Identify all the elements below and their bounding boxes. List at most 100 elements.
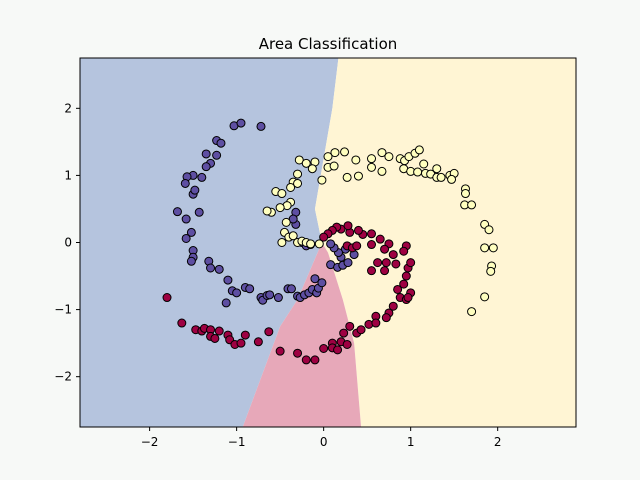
point-purple <box>310 274 320 284</box>
point-yellow <box>353 171 363 181</box>
point-red <box>381 313 391 323</box>
point-red <box>373 258 383 268</box>
point-red <box>399 246 409 256</box>
point-yellow <box>307 164 317 174</box>
x-tick-label: 2 <box>494 435 502 449</box>
point-red <box>342 339 352 349</box>
point-yellow <box>306 239 316 249</box>
point-red <box>399 279 409 289</box>
point-purple <box>181 233 191 243</box>
point-red <box>388 301 398 311</box>
point-purple <box>265 290 275 300</box>
point-yellow <box>377 148 387 158</box>
point-red <box>345 321 355 331</box>
point-red <box>240 330 250 340</box>
point-purple <box>186 227 196 237</box>
point-purple <box>273 293 283 303</box>
point-red <box>310 355 320 365</box>
point-purple <box>172 207 182 217</box>
point-purple <box>216 138 226 148</box>
point-yellow <box>414 145 424 155</box>
point-red <box>406 258 416 268</box>
x-axis: −2 −1 0 1 2 <box>141 427 502 449</box>
point-red <box>343 221 353 231</box>
x-tick-label: −1 <box>228 435 246 449</box>
point-yellow <box>286 182 296 192</box>
point-red <box>367 266 377 276</box>
point-yellow <box>367 162 377 172</box>
point-red <box>293 348 303 358</box>
point-yellow <box>275 203 285 213</box>
point-red <box>319 344 329 354</box>
point-purple <box>201 149 211 159</box>
point-red <box>388 250 398 260</box>
point-purple <box>286 284 296 294</box>
point-purple <box>317 278 327 288</box>
y-tick-label: 0 <box>64 236 72 250</box>
point-yellow <box>377 166 387 176</box>
y-axis: −2 −1 0 1 2 <box>54 101 80 384</box>
point-purple <box>214 264 224 274</box>
point-purple <box>236 118 246 128</box>
point-yellow <box>301 158 311 168</box>
point-red <box>393 284 403 294</box>
y-tick-label: 2 <box>64 101 72 115</box>
chart-title: Area Classification <box>259 35 398 53</box>
point-red <box>162 293 172 303</box>
point-red <box>401 271 411 281</box>
point-yellow <box>460 189 470 199</box>
point-purple <box>232 288 242 298</box>
point-yellow <box>281 217 291 227</box>
point-yellow <box>323 152 333 162</box>
point-red <box>375 234 385 244</box>
plot-area <box>79 57 577 428</box>
point-red <box>253 337 263 347</box>
point-purple <box>206 263 216 273</box>
point-yellow <box>488 243 498 253</box>
x-tick-label: −2 <box>141 435 159 449</box>
point-purple <box>343 258 353 268</box>
point-red <box>214 326 224 336</box>
point-purple <box>186 256 196 266</box>
point-yellow <box>432 164 442 174</box>
point-yellow <box>351 155 361 165</box>
data-points <box>162 118 498 365</box>
point-red <box>403 293 413 303</box>
point-purple <box>194 207 204 217</box>
point-purple <box>181 214 191 224</box>
y-tick-label: −1 <box>54 303 72 317</box>
point-purple <box>190 185 200 195</box>
point-purple <box>245 284 255 294</box>
point-purple <box>180 178 190 188</box>
point-yellow <box>342 172 352 182</box>
y-tick-label: −2 <box>54 370 72 384</box>
point-purple <box>223 275 233 285</box>
region-red <box>242 242 362 427</box>
point-purple <box>326 239 336 249</box>
point-red <box>371 318 381 328</box>
point-yellow <box>293 169 303 179</box>
point-yellow <box>484 225 494 235</box>
point-purple <box>256 121 266 131</box>
point-yellow <box>277 238 287 247</box>
point-yellow <box>486 266 496 276</box>
x-tick-label: 0 <box>320 435 328 449</box>
point-red <box>264 327 274 337</box>
point-purple <box>197 172 207 182</box>
point-yellow <box>288 231 298 241</box>
point-purple <box>212 150 222 160</box>
point-red <box>381 258 391 268</box>
point-yellow <box>293 178 303 188</box>
point-yellow <box>317 175 327 185</box>
point-yellow <box>330 148 340 158</box>
point-red <box>367 240 377 250</box>
point-yellow <box>262 206 272 216</box>
region-purple <box>80 58 339 427</box>
point-yellow <box>329 161 339 171</box>
point-yellow <box>447 174 457 184</box>
point-yellow <box>314 239 324 249</box>
point-yellow <box>340 147 350 157</box>
point-red <box>352 241 362 251</box>
point-red <box>236 338 246 348</box>
